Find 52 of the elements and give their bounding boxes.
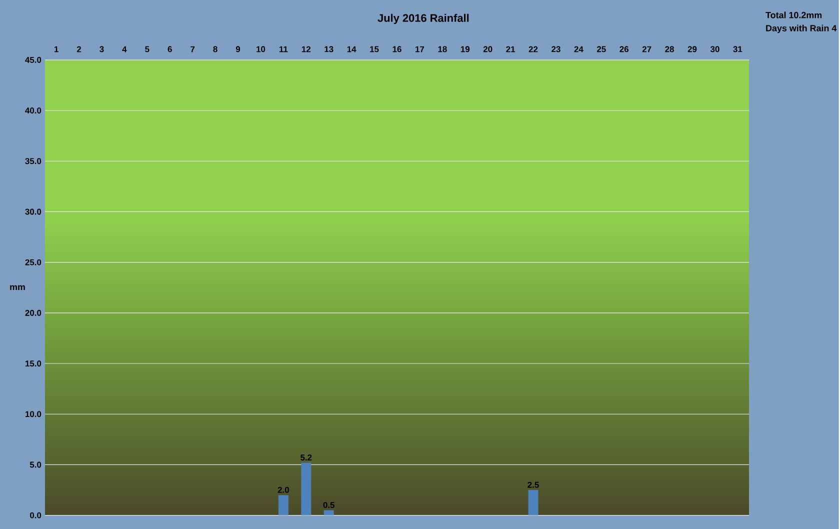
bar (301, 462, 312, 516)
x-tick-label: 22 (528, 46, 538, 52)
y-tick-label: 20.0 (25, 310, 42, 316)
data-label: 2.5 (528, 482, 539, 488)
data-label: 2.0 (278, 486, 289, 493)
chart-title: July 2016 Rainfall (378, 14, 469, 24)
x-tick-label: 25 (596, 46, 606, 52)
x-tick-label: 12 (302, 46, 311, 52)
y-tick-label: 45.0 (25, 56, 42, 63)
x-tick-label: 8 (213, 46, 218, 52)
x-tick-label: 17 (416, 46, 424, 52)
x-tick-label: 30 (710, 46, 720, 52)
text: Days with Rain 4 (766, 24, 837, 33)
x-tick-label: 13 (324, 46, 334, 52)
y-tick-label: 35.0 (25, 158, 42, 164)
y-tick-label: 15.0 (26, 360, 42, 366)
x-tick-label: 23 (552, 46, 560, 52)
x-tick-label: 16 (392, 46, 402, 52)
x-tick-label: 3 (100, 46, 104, 52)
y-tick-label: 30.0 (25, 208, 42, 215)
x-tick-label: 27 (642, 46, 652, 52)
data-label: 5.2 (300, 454, 312, 460)
x-tick-label: 2 (76, 46, 82, 52)
x-tick-label: 18 (438, 46, 447, 52)
x-tick-label: 28 (665, 46, 674, 52)
x-tick-label: 26 (620, 46, 629, 52)
x-tick-label: 5 (145, 46, 150, 52)
x-tick-label: 19 (460, 46, 470, 52)
x-tick-label: 14 (347, 46, 356, 52)
y-axis-title: mm (10, 285, 25, 290)
bar (528, 490, 538, 516)
x-tick-label: 15 (370, 46, 379, 52)
x-tick-label: 7 (190, 46, 195, 52)
y-tick-label: 10.0 (26, 410, 42, 417)
x-tick-label: 10 (256, 46, 266, 52)
y-tick-label: 25.0 (25, 259, 42, 266)
x-tick-label: 21 (506, 46, 516, 52)
y-tick-label: 0.0 (30, 512, 42, 518)
x-tick-label: 20 (483, 46, 492, 52)
x-tick-label: 31 (733, 46, 742, 52)
x-tick-label: 24 (574, 46, 584, 52)
x-tick-label: 9 (236, 46, 240, 52)
text: Total 10.2mm (766, 12, 822, 18)
bar (278, 494, 288, 516)
y-tick-label: 40.0 (25, 107, 42, 114)
y-tick-label: 5.0 (30, 462, 42, 468)
x-tick-label: 29 (688, 46, 697, 52)
x-tick-label: 1 (54, 46, 58, 52)
x-tick-label: 11 (279, 46, 288, 52)
x-tick-label: 6 (168, 46, 172, 52)
x-tick-label: 4 (122, 46, 127, 52)
data-label: 0.5 (323, 502, 334, 508)
